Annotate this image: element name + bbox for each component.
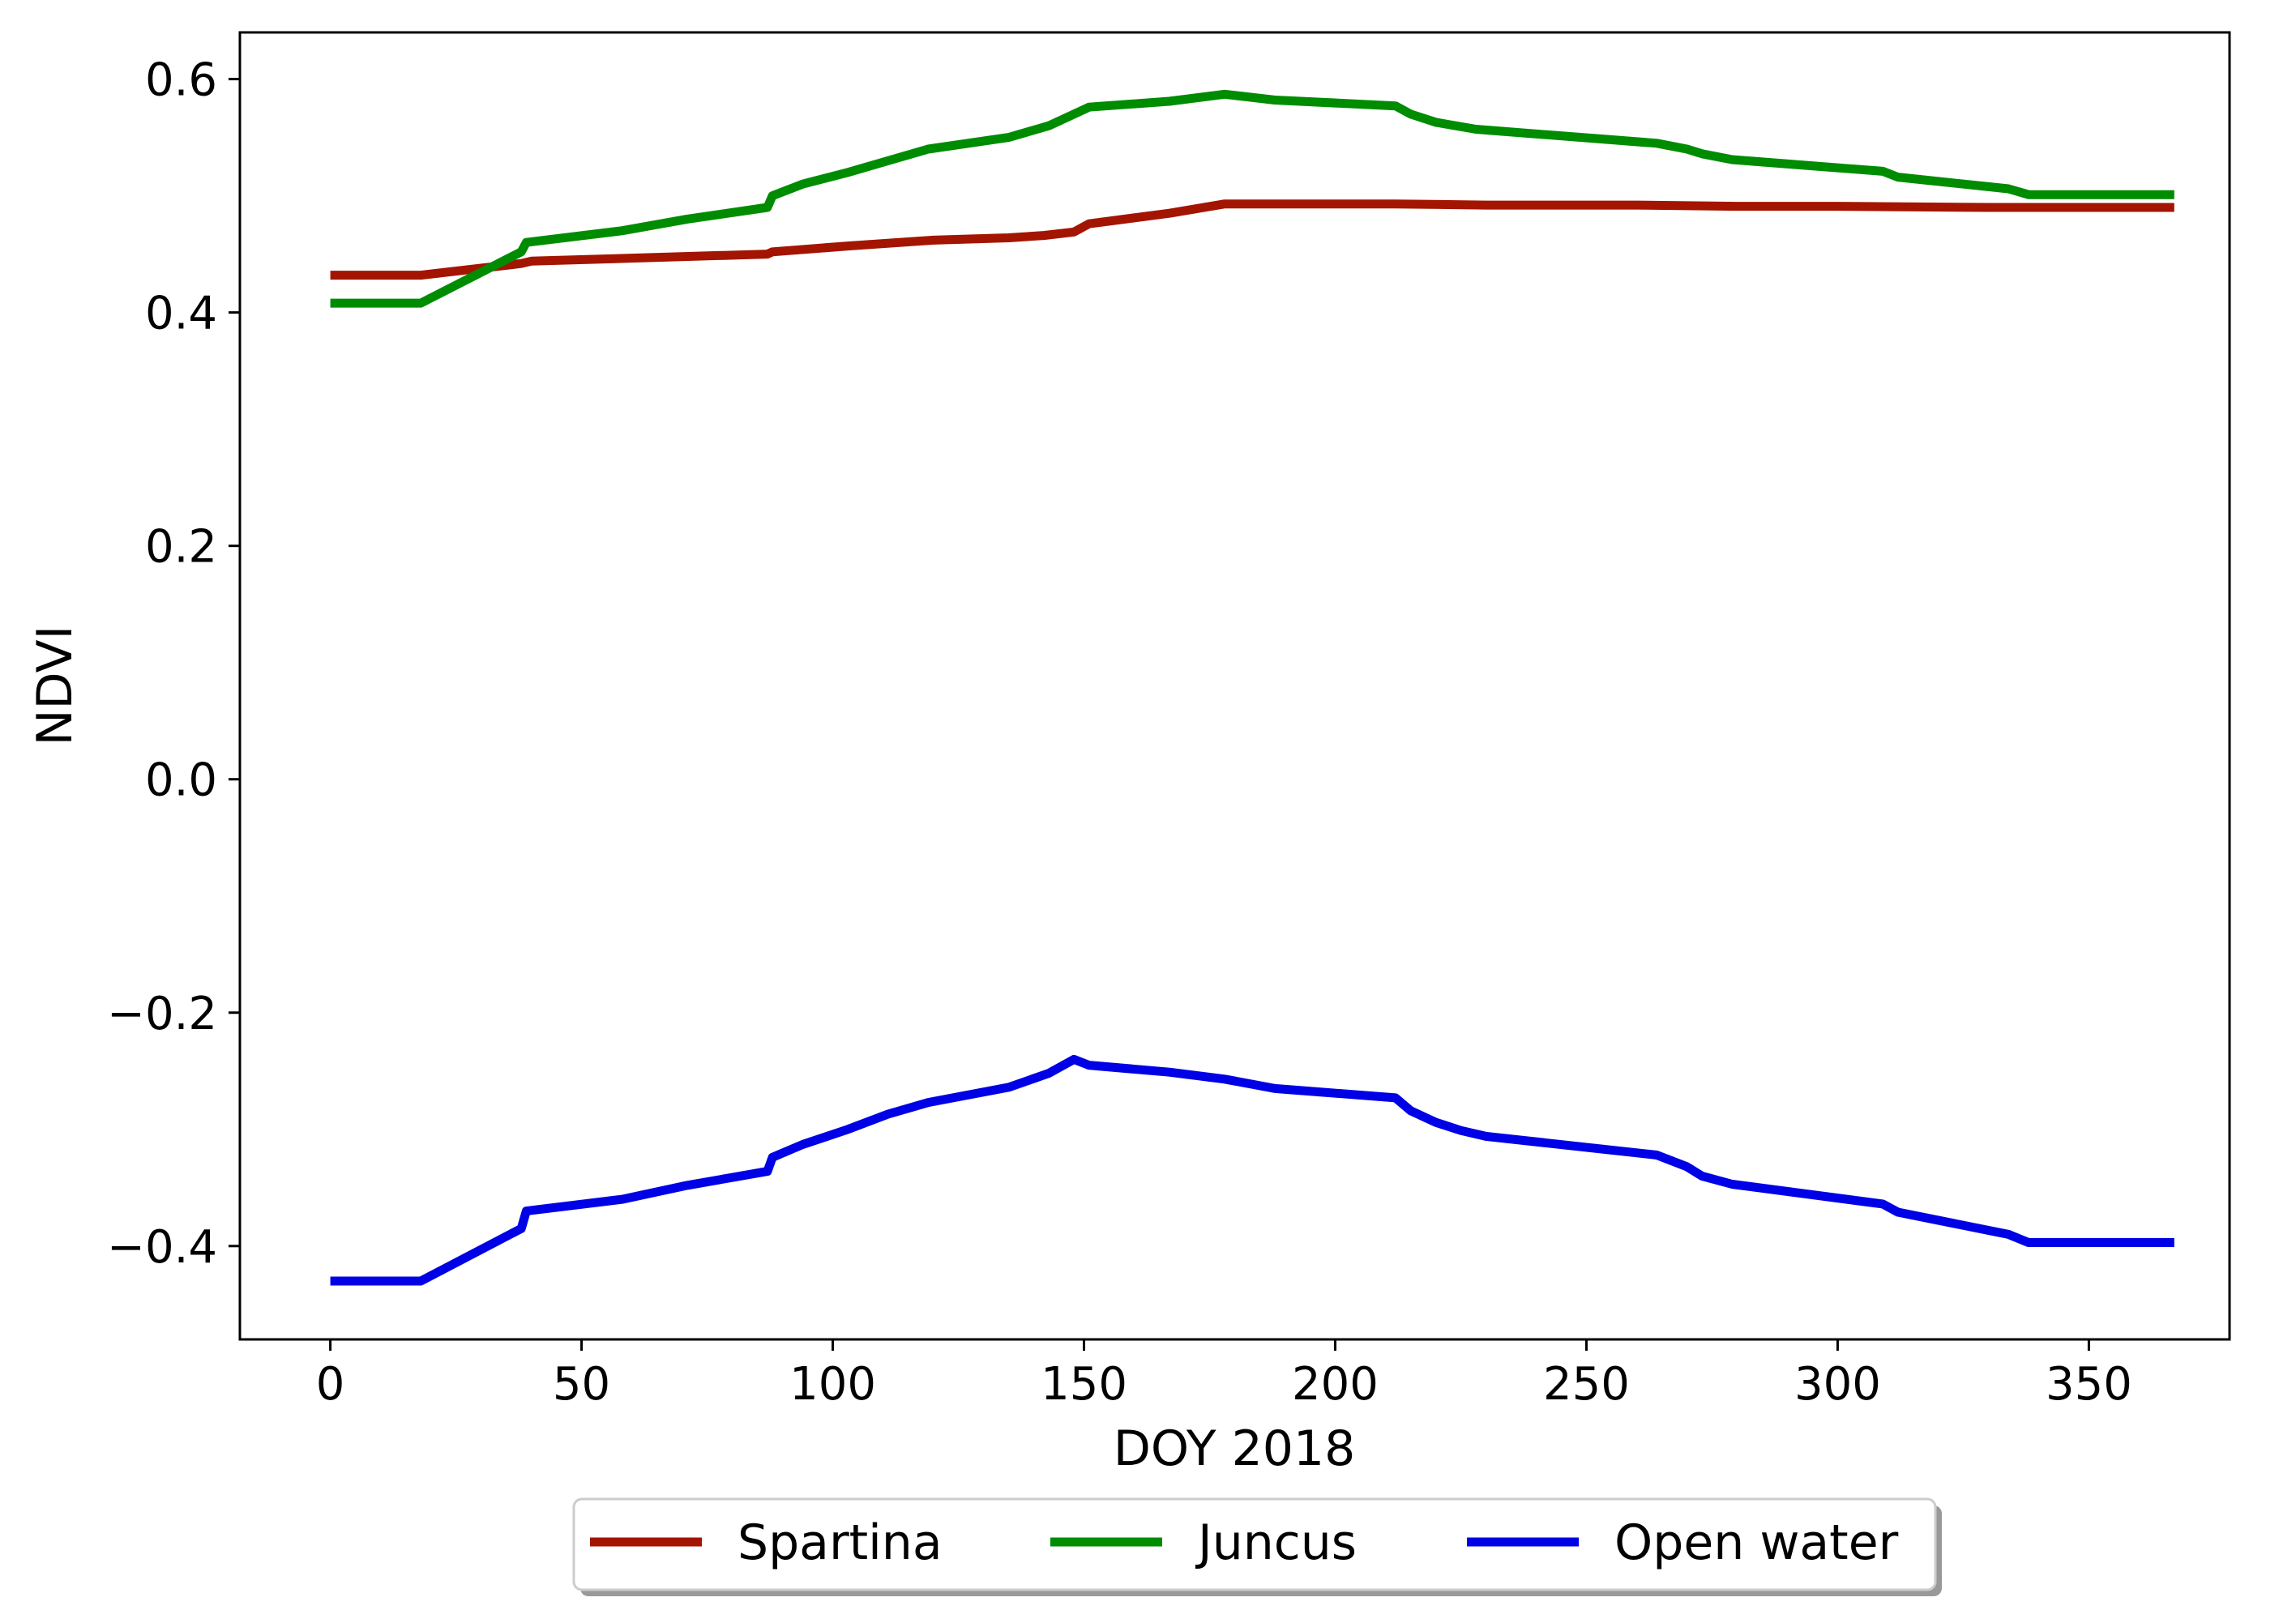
series-lines — [330, 89, 2174, 1286]
y-axis-label: NDVI — [27, 626, 83, 746]
legend-label-spartina: Spartina — [738, 1514, 943, 1571]
plot-frame — [238, 31, 2231, 1341]
legend-label-open-water: Open water — [1614, 1514, 1899, 1571]
x-tick-label: 200 — [1292, 1358, 1379, 1411]
x-axis-label: DOY 2018 — [1114, 1420, 1356, 1477]
y-tick-label: 0.2 — [145, 521, 217, 574]
legend: Spartina Juncus Open water — [572, 1497, 1942, 1596]
legend-items: Spartina Juncus Open water — [590, 1514, 1899, 1571]
series-line-open-water — [330, 1054, 2174, 1286]
y-axis-ticks: −0.4 −0.2 0.0 0.2 0.4 0.6 — [107, 54, 240, 1274]
x-tick-label: 250 — [1543, 1358, 1630, 1411]
y-tick-label: 0.6 — [145, 54, 217, 107]
x-tick-label: 300 — [1794, 1358, 1881, 1411]
x-tick-label: 0 — [316, 1358, 345, 1411]
x-axis-ticks: 0 50 100 150 200 250 300 350 — [316, 1339, 2132, 1411]
series-line-spartina — [330, 199, 2174, 280]
x-tick-label: 150 — [1041, 1358, 1127, 1411]
y-tick-label: 0.0 — [145, 754, 217, 807]
legend-box — [572, 1497, 1937, 1591]
y-tick-label: −0.4 — [107, 1221, 217, 1274]
series-line-juncus — [330, 89, 2174, 308]
y-tick-label: 0.4 — [145, 288, 217, 340]
y-tick-label: −0.2 — [107, 988, 217, 1040]
x-tick-label: 50 — [553, 1358, 610, 1411]
x-tick-label: 350 — [2046, 1358, 2132, 1411]
x-tick-label: 100 — [789, 1358, 876, 1411]
legend-label-juncus: Juncus — [1195, 1514, 1357, 1571]
